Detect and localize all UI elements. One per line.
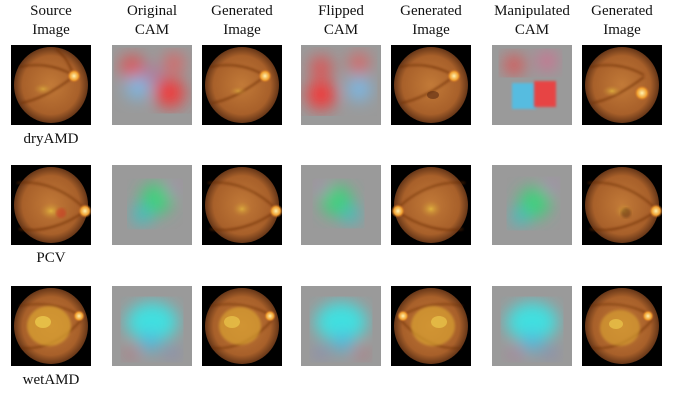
original-cam-heatmap	[112, 286, 192, 366]
generated-fundus-image	[391, 286, 471, 366]
generated-fundus-image	[202, 286, 282, 366]
header-line2: Image	[32, 22, 70, 38]
header-line2: Image	[223, 22, 261, 38]
generated-fundus-image	[582, 45, 662, 125]
source-fundus-image	[11, 286, 91, 366]
flipped-cam-heatmap	[301, 165, 381, 245]
generated-fundus-image	[202, 45, 282, 125]
header-line2: CAM	[323, 22, 359, 38]
header-source-image: Source Image	[3, 2, 99, 40]
header-line1: Generated	[400, 3, 462, 19]
generated-fundus-image	[582, 286, 662, 366]
header-original-cam: Original CAM	[104, 2, 200, 40]
header-line1: Manipulated	[494, 3, 570, 19]
header-generated-image-3: Generated Image	[574, 2, 670, 40]
header-line1: Source	[30, 3, 72, 19]
header-line2: Image	[603, 22, 641, 38]
original-cam-heatmap	[112, 45, 192, 125]
generated-fundus-image	[391, 45, 471, 125]
source-fundus-image	[11, 165, 91, 245]
header-line1: Original	[127, 3, 177, 19]
flipped-cam-heatmap	[301, 286, 381, 366]
row-label-pcv: PCV	[36, 250, 66, 266]
source-fundus-image	[11, 45, 91, 125]
generated-fundus-image	[582, 165, 662, 245]
header-line2: CAM	[134, 22, 170, 38]
flipped-cam-heatmap	[301, 45, 381, 125]
row-label-dryamd: dryAMD	[23, 131, 79, 147]
header-line2: Image	[412, 22, 450, 38]
header-flipped-cam: Flipped CAM	[293, 2, 389, 40]
header-line1: Generated	[211, 3, 273, 19]
header-manipulated-cam: Manipulated CAM	[484, 2, 580, 40]
header-line2: CAM	[514, 22, 550, 38]
header-line1: Flipped	[318, 3, 364, 19]
generated-fundus-image	[202, 165, 282, 245]
manipulated-cam-heatmap	[492, 45, 572, 125]
generated-fundus-image	[391, 165, 471, 245]
manipulated-cam-heatmap	[492, 286, 572, 366]
row-label-wetamd: wetAMD	[22, 372, 80, 388]
header-generated-image-1: Generated Image	[194, 2, 290, 40]
manipulated-cam-heatmap	[492, 165, 572, 245]
header-line1: Generated	[591, 3, 653, 19]
original-cam-heatmap	[112, 165, 192, 245]
header-generated-image-2: Generated Image	[383, 2, 479, 40]
